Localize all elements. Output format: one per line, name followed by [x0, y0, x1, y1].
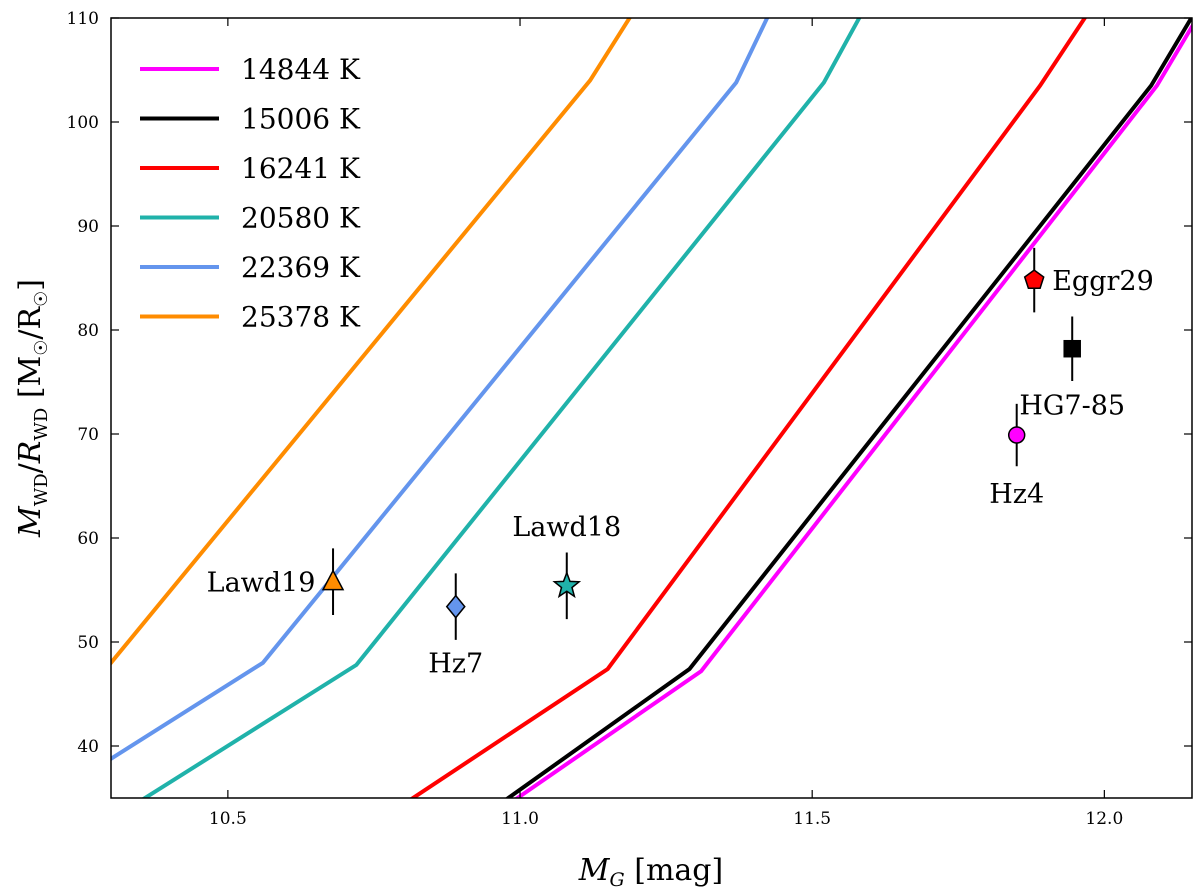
- point-label: Lawd18: [512, 512, 621, 543]
- point-label: Eggr29: [1052, 266, 1154, 297]
- data-point-Hz4: Hz4: [989, 403, 1044, 510]
- data-point-HG7-85: HG7-85: [1019, 316, 1125, 422]
- y-tick-label: 70: [77, 425, 99, 445]
- star-marker: [552, 570, 582, 599]
- data-point-Lawd19: Lawd19: [207, 548, 345, 615]
- legend-label: 22369 K: [241, 251, 361, 284]
- x-tick-label: 11.0: [501, 809, 539, 829]
- point-label: Hz4: [989, 479, 1044, 510]
- y-tick-label: 50: [77, 633, 99, 653]
- y-axis-label: MWD/RWD [M☉/R☉]: [13, 279, 52, 538]
- plot-frame: [110, 17, 1193, 799]
- triangle-marker: [321, 569, 345, 591]
- x-tick-label: 12.0: [1085, 809, 1123, 829]
- x-axis-label: MG [mag]: [578, 853, 723, 891]
- data-point-Hz7: Hz7: [428, 573, 483, 680]
- series-line-22369-K: [111, 18, 770, 762]
- y-tick-label: 40: [77, 737, 99, 757]
- square-marker: [1063, 339, 1081, 358]
- data-point-Lawd18: Lawd18: [512, 512, 621, 620]
- series-line-16241-K: [409, 18, 1088, 798]
- plot-background: [111, 18, 1192, 798]
- x-tick-label: 11.5: [793, 809, 831, 829]
- x-tick-label: 10.5: [209, 809, 247, 829]
- series-line-20580-K: [141, 18, 862, 798]
- series-line-14844-K: [514, 22, 1192, 798]
- legend-label: 25378 K: [241, 301, 361, 334]
- legend-label: 15006 K: [241, 103, 361, 136]
- points-layer: Lawd19 Hz7 Lawd18 Hz4 Eggr29 HG7-85: [207, 247, 1154, 680]
- y-tick-label: 90: [77, 217, 99, 237]
- y-tick-label: 80: [77, 321, 99, 341]
- y-tick-label: 100: [67, 113, 99, 133]
- y-tick-label: 110: [67, 9, 99, 29]
- legend-label: 14844 K: [241, 53, 361, 86]
- data-point-Eggr29: Eggr29: [1023, 247, 1154, 313]
- series-line-15006-K: [504, 18, 1192, 798]
- circle-marker: [1007, 426, 1026, 444]
- diamond-marker: [445, 594, 466, 619]
- pentagon-marker: [1023, 269, 1045, 289]
- y-tick-label: 60: [77, 529, 99, 549]
- legend: 14844 K 15006 K 16241 K 20580 K 22369 K 25378…: [140, 53, 361, 334]
- point-label: Lawd19: [207, 568, 316, 599]
- legend-label: 20580 K: [241, 202, 361, 235]
- ticks-layer: 10.5 11.0 11.5 12.0 40 50 60 70 80 90 100 110: [67, 9, 1192, 829]
- legend-label: 16241 K: [241, 152, 361, 185]
- series-line-25378-K: [111, 18, 632, 666]
- point-label: Hz7: [428, 649, 483, 680]
- series-layer: [111, 18, 1192, 798]
- point-label: HG7-85: [1019, 391, 1125, 422]
